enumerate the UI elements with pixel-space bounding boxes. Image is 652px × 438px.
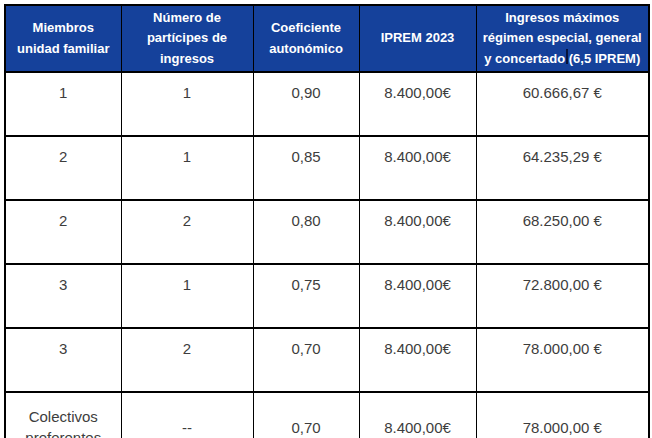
cell-ingresos-maximos: 68.250,00 € bbox=[476, 200, 649, 264]
column-header-label: Número de partícipes de ingresos bbox=[147, 10, 227, 65]
column-header-miembros: Miembros unidad familiar bbox=[5, 5, 121, 72]
column-header-label: IPREM 2023 bbox=[381, 30, 455, 45]
cell-coeficiente: 0,75 bbox=[253, 264, 359, 328]
column-header-participes: Número de partícipes de ingresos bbox=[121, 5, 253, 72]
cell-participes: -- bbox=[121, 392, 253, 438]
text-cursor-artifact bbox=[566, 49, 568, 64]
table-row: 3 1 0,75 8.400,00€ 72.800,00 € bbox=[5, 264, 649, 328]
table-row: 2 1 0,85 8.400,00€ 64.235,29 € bbox=[5, 136, 649, 200]
column-header-label: Coeficiente autonómico bbox=[269, 20, 343, 55]
cell-ingresos-maximos: 78.000,00 € bbox=[476, 328, 649, 392]
income-limits-table-container: Miembros unidad familiar Número de partí… bbox=[4, 4, 650, 438]
cell-coeficiente: 0,70 bbox=[253, 392, 359, 438]
cell-miembros: 3 bbox=[5, 328, 121, 392]
cell-participes: 1 bbox=[121, 264, 253, 328]
column-header-label: Miembros unidad familiar bbox=[17, 20, 109, 55]
cell-miembros: Colectivos preferentes bbox=[5, 392, 121, 438]
cell-iprem: 8.400,00€ bbox=[359, 200, 476, 264]
table-row: 2 2 0,80 8.400,00€ 68.250,00 € bbox=[5, 200, 649, 264]
cell-participes: 2 bbox=[121, 328, 253, 392]
cell-ingresos-maximos: 60.666,67 € bbox=[476, 72, 649, 136]
cell-iprem: 8.400,00€ bbox=[359, 136, 476, 200]
cell-ingresos-maximos: 64.235,29 € bbox=[476, 136, 649, 200]
table-row: 1 1 0,90 8.400,00€ 60.666,67 € bbox=[5, 72, 649, 136]
cell-iprem: 8.400,00€ bbox=[359, 392, 476, 438]
column-header-label: Ingresos máximos régimen especial, gener… bbox=[483, 10, 642, 65]
cell-iprem: 8.400,00€ bbox=[359, 72, 476, 136]
cell-iprem: 8.400,00€ bbox=[359, 328, 476, 392]
column-header-iprem: IPREM 2023 bbox=[359, 5, 476, 72]
cell-participes: 1 bbox=[121, 72, 253, 136]
cell-miembros: 2 bbox=[5, 136, 121, 200]
cell-miembros: 1 bbox=[5, 72, 121, 136]
cell-coeficiente: 0,80 bbox=[253, 200, 359, 264]
cell-participes: 2 bbox=[121, 200, 253, 264]
table-row: 3 2 0,70 8.400,00€ 78.000,00 € bbox=[5, 328, 649, 392]
cell-participes: 1 bbox=[121, 136, 253, 200]
column-header-coeficiente: Coeficiente autonómico bbox=[253, 5, 359, 72]
column-header-ingresos-maximos: Ingresos máximos régimen especial, gener… bbox=[476, 5, 649, 72]
cell-ingresos-maximos: 78.000,00 € bbox=[476, 392, 649, 438]
cell-coeficiente: 0,85 bbox=[253, 136, 359, 200]
cell-iprem: 8.400,00€ bbox=[359, 264, 476, 328]
header-row: Miembros unidad familiar Número de partí… bbox=[5, 5, 649, 72]
table-row: Colectivos preferentes -- 0,70 8.400,00€… bbox=[5, 392, 649, 438]
cell-ingresos-maximos: 72.800,00 € bbox=[476, 264, 649, 328]
cell-coeficiente: 0,70 bbox=[253, 328, 359, 392]
income-limits-table: Miembros unidad familiar Número de partí… bbox=[4, 4, 650, 438]
cell-miembros: 3 bbox=[5, 264, 121, 328]
cell-coeficiente: 0,90 bbox=[253, 72, 359, 136]
cell-miembros: 2 bbox=[5, 200, 121, 264]
